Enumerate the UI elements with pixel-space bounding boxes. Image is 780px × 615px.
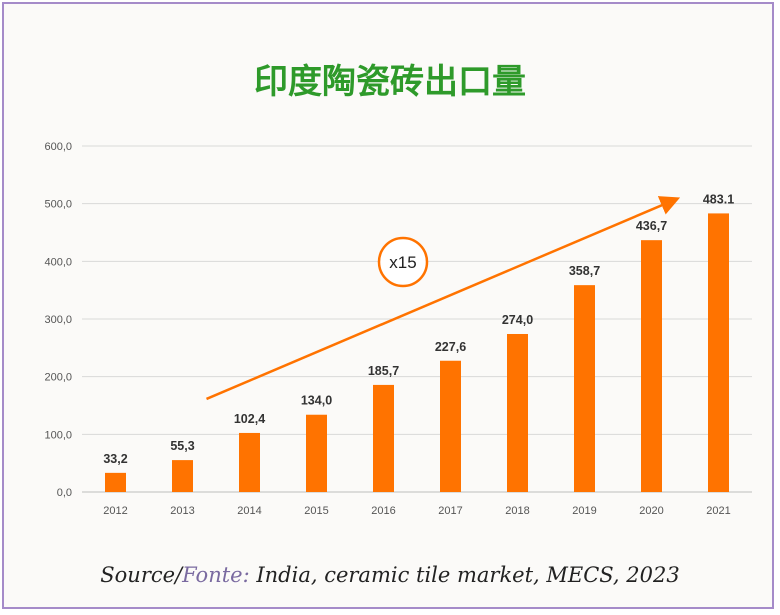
source-prefix: Source/: [100, 563, 183, 587]
source-text: India, ceramic tile market, MECS, 2023: [249, 563, 680, 587]
bar: [172, 460, 193, 492]
bar: [641, 240, 662, 492]
source-note: Source/Fonte: India, ceramic tile market…: [0, 563, 780, 587]
bar: [708, 213, 729, 492]
x-tick-label: 2020: [639, 505, 663, 517]
x-tick-label: 2013: [170, 505, 194, 517]
data-label: 227,6: [435, 340, 466, 354]
growth-annotation: x15: [206, 196, 681, 401]
data-label: 274,0: [502, 313, 533, 327]
bar: [373, 384, 394, 492]
y-tick-label: 200,0: [44, 372, 72, 384]
bar: [239, 432, 260, 492]
y-tick-label: 300,0: [44, 314, 72, 326]
bars: [105, 213, 729, 492]
data-label: 185,7: [368, 364, 399, 378]
bar: [507, 333, 528, 492]
chart-title: 印度陶瓷砖出口量: [254, 62, 526, 102]
annotation-circle: [377, 236, 429, 288]
x-tick-label: 2016: [371, 505, 395, 517]
data-label: 33,2: [103, 452, 127, 466]
y-axis-ticks: 0,0 100,0 200,0 300,0 400,0 500,0 600,0: [44, 141, 72, 499]
bar: [574, 285, 595, 492]
x-tick-label: 2012: [103, 505, 127, 517]
data-label: 358,7: [569, 264, 600, 278]
x-axis-ticks: 2012 2013 2014 2015 2016 2017 2018 2019 2020 2021: [103, 505, 730, 517]
x-tick-label: 2018: [505, 505, 529, 517]
x-tick-label: 2014: [237, 505, 261, 517]
bar-chart: 印度陶瓷砖出口量 0,0 100,0 200,0 300,0 400,0 500,0 600…: [44, 62, 752, 517]
y-tick-label: 400,0: [44, 256, 72, 268]
bar: [105, 472, 126, 492]
data-label: 134,0: [301, 394, 332, 408]
y-tick-label: 100,0: [44, 429, 72, 441]
data-label: 483.1: [703, 192, 734, 206]
y-tick-label: 500,0: [44, 199, 72, 211]
x-tick-label: 2015: [304, 505, 328, 517]
data-label: 436,7: [636, 219, 667, 233]
growth-arrow: [206, 196, 681, 401]
data-labels: 33,2 55,3 102,4 134,0 185,7 227,6 274,0 358,7 43…: [103, 192, 734, 465]
x-tick-label: 2019: [572, 505, 596, 517]
data-label: 102,4: [234, 412, 265, 426]
source-fonte: Fonte:: [182, 563, 250, 587]
bar: [440, 360, 461, 492]
y-tick-label: 600,0: [44, 141, 72, 153]
x-tick-label: 2021: [706, 505, 730, 517]
y-tick-label: 0,0: [57, 487, 72, 499]
annotation-label: x15: [389, 253, 416, 272]
data-label: 55,3: [170, 439, 194, 453]
x-tick-label: 2017: [438, 505, 462, 517]
bar: [306, 414, 327, 492]
